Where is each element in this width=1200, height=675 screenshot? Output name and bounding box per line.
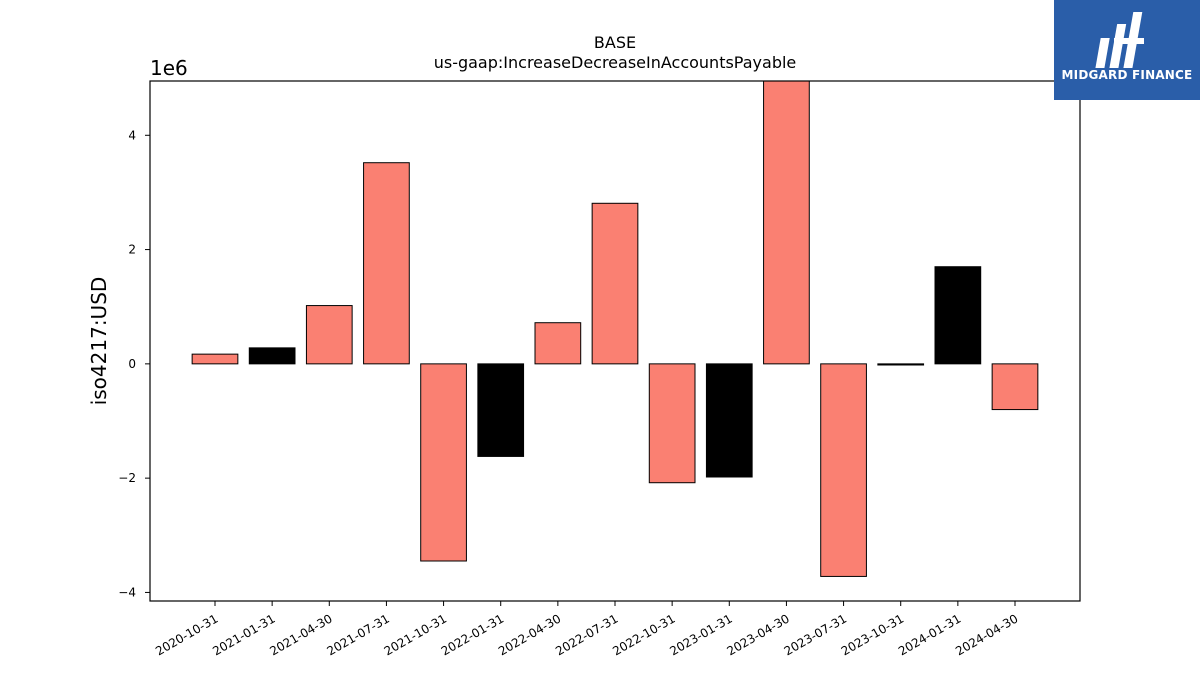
bar-2024-04-30 bbox=[991, 363, 1039, 411]
bar-2021-07-31 bbox=[363, 162, 410, 365]
y-tick-label: 0 bbox=[128, 357, 136, 371]
y-tick-label: −4 bbox=[118, 585, 136, 599]
bar-2024-01-31 bbox=[934, 266, 982, 365]
x-tick-label: 2022-01-31 bbox=[439, 611, 506, 658]
x-tick-label: 2022-07-31 bbox=[553, 611, 620, 658]
bar-2023-04-30 bbox=[763, 80, 810, 365]
bar-2023-01-31 bbox=[705, 363, 753, 478]
x-tick-label: 2021-01-31 bbox=[210, 611, 277, 658]
bar-2021-10-31 bbox=[420, 363, 467, 562]
y-tick-label: −2 bbox=[118, 471, 136, 485]
chart-title: BASE bbox=[594, 33, 636, 52]
bar-2020-10-31 bbox=[191, 353, 239, 365]
chart-subtitle: us-gaap:IncreaseDecreaseInAccountsPayabl… bbox=[434, 53, 797, 72]
y-axis-label: iso4217:USD bbox=[87, 277, 111, 406]
midgard-logo-icon bbox=[1095, 12, 1144, 68]
bar-2022-07-31 bbox=[591, 202, 639, 365]
bar-2021-04-30 bbox=[305, 305, 353, 365]
x-tick-label: 2022-10-31 bbox=[610, 611, 677, 658]
plot-frame bbox=[149, 80, 1081, 602]
bar-2022-04-30 bbox=[534, 322, 582, 365]
midgard-finance-logo: MIDGARD FINANCE bbox=[1054, 0, 1200, 100]
x-tick-label: 2020-10-31 bbox=[153, 611, 220, 658]
logo-text: MIDGARD FINANCE bbox=[1061, 68, 1193, 82]
x-tick-label: 2024-01-31 bbox=[896, 611, 963, 658]
x-tick-label: 2021-07-31 bbox=[325, 611, 392, 658]
y-axis: −4 −2 0 2 4 bbox=[118, 128, 150, 599]
x-tick-label: 2024-04-30 bbox=[953, 611, 1020, 658]
y-tick-label: 2 bbox=[128, 243, 136, 257]
x-axis: 2020-10-312021-01-312021-04-302021-07-31… bbox=[153, 601, 1021, 658]
x-tick-label: 2023-10-31 bbox=[839, 611, 906, 658]
x-tick-label: 2023-01-31 bbox=[667, 611, 734, 658]
bar-2023-07-31 bbox=[820, 363, 867, 577]
y-tick-label: 4 bbox=[128, 128, 136, 142]
x-tick-label: 2023-07-31 bbox=[782, 611, 849, 658]
bars-group bbox=[191, 80, 1039, 577]
bar-2021-01-31 bbox=[248, 347, 296, 365]
x-tick-label: 2021-04-30 bbox=[267, 611, 334, 658]
bar-2022-10-31 bbox=[648, 363, 696, 484]
bar-2022-01-31 bbox=[477, 363, 525, 457]
bar-2023-10-31 bbox=[877, 363, 925, 366]
y-offset-label: 1e6 bbox=[150, 56, 188, 80]
x-tick-label: 2022-04-30 bbox=[496, 611, 563, 658]
x-tick-label: 2023-04-30 bbox=[725, 611, 792, 658]
x-tick-label: 2021-10-31 bbox=[382, 611, 449, 658]
